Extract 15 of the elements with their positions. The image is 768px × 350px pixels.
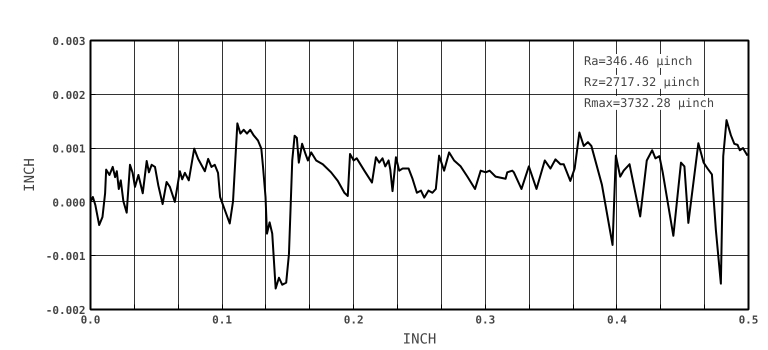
x-tick-label: 0.3 <box>475 314 496 326</box>
y-tick-label: 0.002 <box>52 88 86 102</box>
x-tick-label: 0.4 <box>606 314 628 326</box>
x-tick-label: 0.1 <box>212 314 232 326</box>
x-tick-label: 0.2 <box>344 314 364 326</box>
x-axis-title: INCH <box>402 332 436 348</box>
annotation: Rmax=3732.28 µinch <box>584 96 714 110</box>
annotation: Rz=2717.32 µinch <box>584 74 700 89</box>
annotation: Ra=346.46 µinch <box>584 54 692 68</box>
y-tick-label: -0.001 <box>46 250 86 264</box>
y-axis-title: INCH <box>22 158 38 192</box>
y-tick-label: 0.001 <box>52 142 86 156</box>
y-tick-label: 0.003 <box>52 35 86 48</box>
y-tick-label: 0.000 <box>52 196 86 210</box>
x-tick-label: 0.5 <box>738 314 758 326</box>
